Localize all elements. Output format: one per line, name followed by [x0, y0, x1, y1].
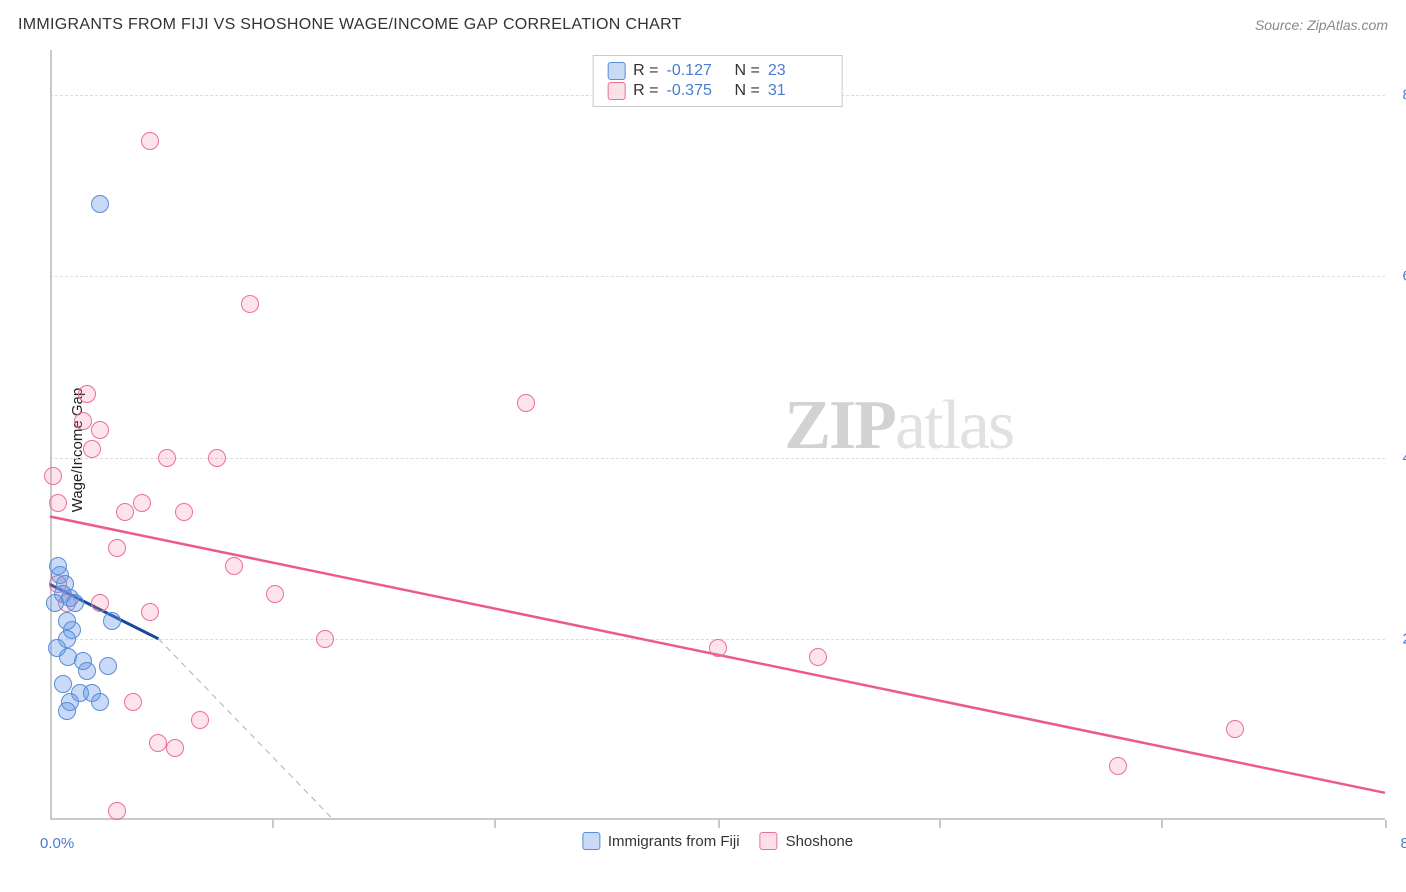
r-label: R =	[633, 82, 658, 100]
data-point-pink	[166, 739, 184, 757]
y-tick-label: 20.0%	[1390, 630, 1406, 647]
r-label: R =	[633, 62, 658, 80]
data-point-pink	[141, 603, 159, 621]
data-point-pink	[158, 449, 176, 467]
data-point-blue	[54, 675, 72, 693]
data-point-pink	[191, 711, 209, 729]
data-point-blue	[78, 662, 96, 680]
legend-item-pink: Shoshone	[760, 832, 854, 850]
data-point-pink	[108, 802, 126, 820]
data-point-blue	[66, 594, 84, 612]
legend-item-blue: Immigrants from Fiji	[582, 832, 740, 850]
data-point-blue	[91, 195, 109, 213]
x-grid-tick	[718, 820, 720, 828]
series-label-blue: Immigrants from Fiji	[608, 833, 740, 850]
trend-lines	[50, 50, 1385, 820]
y-tick-label: 80.0%	[1390, 87, 1406, 104]
data-point-pink	[266, 585, 284, 603]
legend-row-pink: R = -0.375 N = 31	[607, 82, 828, 100]
data-point-pink	[141, 132, 159, 150]
data-point-blue	[91, 693, 109, 711]
n-value-pink: 31	[768, 82, 828, 100]
x-grid-tick	[272, 820, 274, 828]
data-point-pink	[108, 539, 126, 557]
r-value-pink: -0.375	[667, 82, 727, 100]
swatch-pink-icon	[760, 832, 778, 850]
data-point-pink	[78, 385, 96, 403]
data-point-pink	[83, 440, 101, 458]
n-label: N =	[735, 82, 760, 100]
data-point-blue	[58, 702, 76, 720]
correlation-legend: R = -0.127 N = 23 R = -0.375 N = 31	[592, 55, 843, 107]
data-point-pink	[208, 449, 226, 467]
data-point-pink	[1226, 720, 1244, 738]
source-attribution: Source: ZipAtlas.com	[1255, 17, 1388, 33]
series-label-pink: Shoshone	[786, 833, 854, 850]
data-point-pink	[124, 693, 142, 711]
swatch-pink-icon	[607, 82, 625, 100]
data-point-pink	[1109, 757, 1127, 775]
x-grid-tick	[939, 820, 941, 828]
scatter-plot: Wage/Income Gap ZIPatlas R = -0.127 N = …	[50, 50, 1385, 850]
chart-title: IMMIGRANTS FROM FIJI VS SHOSHONE WAGE/IN…	[18, 16, 682, 34]
data-point-pink	[74, 412, 92, 430]
x-grid-tick	[1161, 820, 1163, 828]
swatch-blue-icon	[582, 832, 600, 850]
x-tick-min: 0.0%	[40, 835, 74, 852]
data-point-pink	[316, 630, 334, 648]
y-tick-label: 60.0%	[1390, 268, 1406, 285]
data-point-pink	[44, 467, 62, 485]
data-point-pink	[49, 494, 67, 512]
data-point-pink	[91, 421, 109, 439]
data-point-pink	[517, 394, 535, 412]
x-tick-max: 80.0%	[1400, 835, 1406, 852]
data-point-blue	[103, 612, 121, 630]
data-point-pink	[149, 734, 167, 752]
data-point-pink	[709, 639, 727, 657]
data-point-pink	[809, 648, 827, 666]
data-point-pink	[116, 503, 134, 521]
trend-line	[158, 639, 333, 820]
data-point-blue	[99, 657, 117, 675]
data-point-pink	[241, 295, 259, 313]
x-grid-tick	[494, 820, 496, 828]
series-legend: Immigrants from Fiji Shoshone	[582, 832, 853, 850]
data-point-pink	[225, 557, 243, 575]
legend-row-blue: R = -0.127 N = 23	[607, 62, 828, 80]
data-point-pink	[175, 503, 193, 521]
x-grid-tick	[1385, 820, 1387, 828]
r-value-blue: -0.127	[667, 62, 727, 80]
n-label: N =	[735, 62, 760, 80]
y-tick-label: 40.0%	[1390, 449, 1406, 466]
swatch-blue-icon	[607, 62, 625, 80]
data-point-pink	[91, 594, 109, 612]
data-point-blue	[46, 594, 64, 612]
chart-header: IMMIGRANTS FROM FIJI VS SHOSHONE WAGE/IN…	[0, 0, 1406, 40]
data-point-pink	[133, 494, 151, 512]
n-value-blue: 23	[768, 62, 828, 80]
